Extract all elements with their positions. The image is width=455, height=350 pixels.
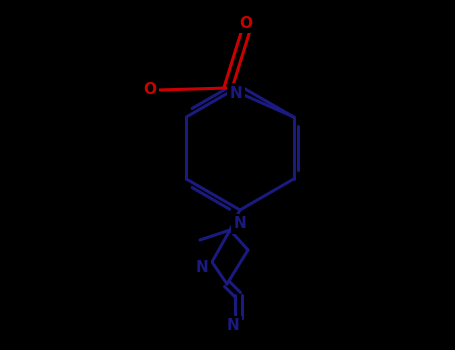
Text: N: N bbox=[196, 259, 208, 274]
Text: O: O bbox=[239, 15, 253, 30]
Text: O: O bbox=[143, 83, 157, 98]
Text: N: N bbox=[233, 217, 246, 231]
Text: N: N bbox=[230, 85, 243, 100]
Text: N: N bbox=[227, 318, 239, 334]
